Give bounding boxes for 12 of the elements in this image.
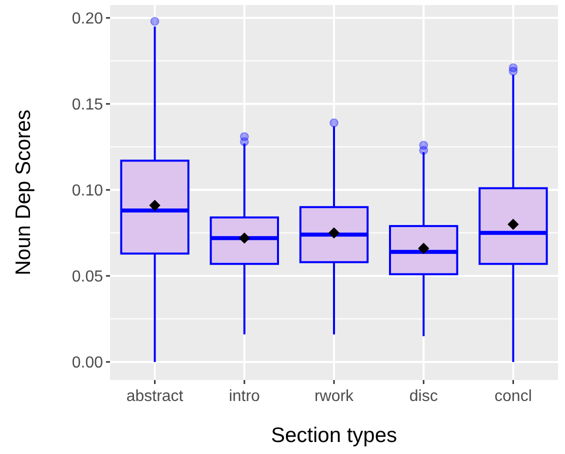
y-axis-title: Noun Dep Scores: [12, 110, 35, 276]
y-tick-label: 0.10: [72, 182, 104, 200]
y-tick-label: 0.05: [72, 268, 104, 286]
y-tick-label: 0.00: [72, 354, 104, 372]
x-tick-label: disc: [409, 388, 438, 405]
y-tick-label: 0.15: [72, 96, 104, 114]
x-axis-title: Section types: [270, 424, 398, 447]
x-tick-label: concl: [494, 388, 532, 405]
x-tick-label: abstract: [126, 388, 184, 405]
x-tick-label: intro: [228, 388, 260, 405]
y-tick-label: 0.20: [72, 10, 104, 28]
x-tick-label: rwork: [314, 388, 355, 405]
